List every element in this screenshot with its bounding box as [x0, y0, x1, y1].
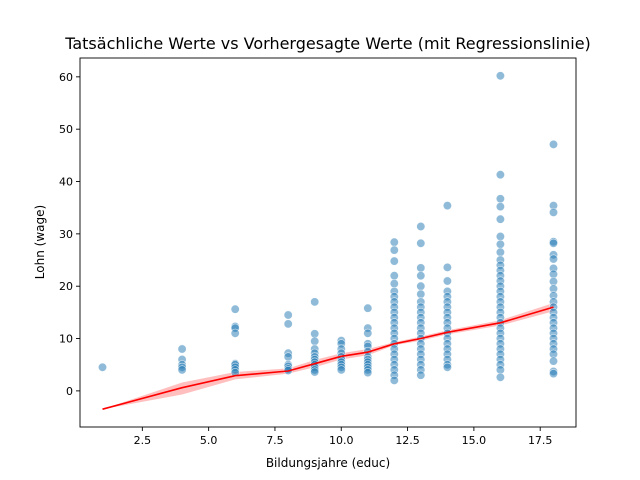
scatter-point [442, 362, 452, 372]
scatter-point [389, 237, 399, 247]
scatter-point [495, 194, 505, 204]
x-tick-label: 5.0 [200, 434, 218, 447]
y-tick-label: 0 [66, 385, 73, 398]
scatter-point [495, 372, 505, 382]
scatter-point [495, 214, 505, 224]
y-tick-label: 30 [59, 228, 73, 241]
confidence-band [102, 303, 554, 410]
scatter-point [283, 319, 293, 329]
scatter-point [177, 344, 187, 354]
scatter-point [548, 369, 558, 379]
scatter-point [495, 247, 505, 257]
scatter-point [389, 256, 399, 266]
scatter-point [389, 279, 399, 289]
scatter-point [283, 352, 293, 362]
scatter-point [416, 289, 426, 299]
scatter-point [230, 328, 240, 338]
scatter-point [389, 245, 399, 255]
x-axis-label: Bildungsjahre (educ) [266, 456, 390, 470]
confidence-band-layer [102, 303, 554, 410]
scatter-point [98, 362, 108, 372]
y-tick-label: 50 [59, 123, 73, 136]
x-tick-label: 17.5 [528, 434, 553, 447]
scatter-point [389, 271, 399, 281]
scatter-point [310, 336, 320, 346]
y-axis-label: Lohn (wage) [33, 205, 47, 279]
scatter-point [230, 304, 240, 314]
y-tick-label: 40 [59, 176, 73, 189]
y-axis-ticks: 0 10 20 30 40 50 60 [59, 71, 80, 398]
scatter-point [495, 170, 505, 180]
scatter-point [548, 356, 558, 366]
scatter-point [548, 207, 558, 217]
x-tick-label: 10.0 [329, 434, 354, 447]
scatter-point [389, 375, 399, 385]
x-tick-label: 2.5 [134, 434, 152, 447]
scatter-point [442, 262, 452, 272]
scatter-point [177, 365, 187, 375]
scatter-point [283, 310, 293, 320]
scatter-point [416, 238, 426, 248]
x-tick-label: 12.5 [395, 434, 420, 447]
x-tick-label: 7.5 [266, 434, 284, 447]
scatter-point [363, 368, 373, 378]
scatter-point [495, 232, 505, 242]
scatter-point [416, 271, 426, 281]
scatter-point [363, 303, 373, 313]
scatter-point [230, 368, 240, 378]
scatter-point [363, 328, 373, 338]
y-tick-label: 60 [59, 71, 73, 84]
scatter-point [336, 365, 346, 375]
scatter-point [310, 367, 320, 377]
scatter-point [495, 239, 505, 249]
scatter-point [416, 281, 426, 291]
scatter-point [548, 238, 558, 248]
scatter-point [416, 222, 426, 232]
chart-title: Tatsächliche Werte vs Vorhergesagte Wert… [64, 34, 591, 53]
regression-line-layer [102, 306, 554, 410]
x-axis-ticks: 2.5 5.0 7.5 10.0 12.5 15.0 17.5 [134, 427, 553, 447]
scatter-point [495, 71, 505, 81]
y-tick-label: 10 [59, 333, 73, 346]
scatter-points-layer [98, 71, 558, 385]
scatter-point [442, 201, 452, 211]
scatter-point [548, 254, 558, 264]
scatter-point [416, 370, 426, 380]
scatter-point [310, 297, 320, 307]
scatter-point [495, 202, 505, 212]
scatter-point [416, 263, 426, 273]
regression-line [102, 306, 554, 410]
scatter-point [442, 276, 452, 286]
scatter-point [548, 139, 558, 149]
x-tick-label: 15.0 [462, 434, 487, 447]
y-tick-label: 20 [59, 280, 73, 293]
plot-area-frame [79, 57, 577, 428]
